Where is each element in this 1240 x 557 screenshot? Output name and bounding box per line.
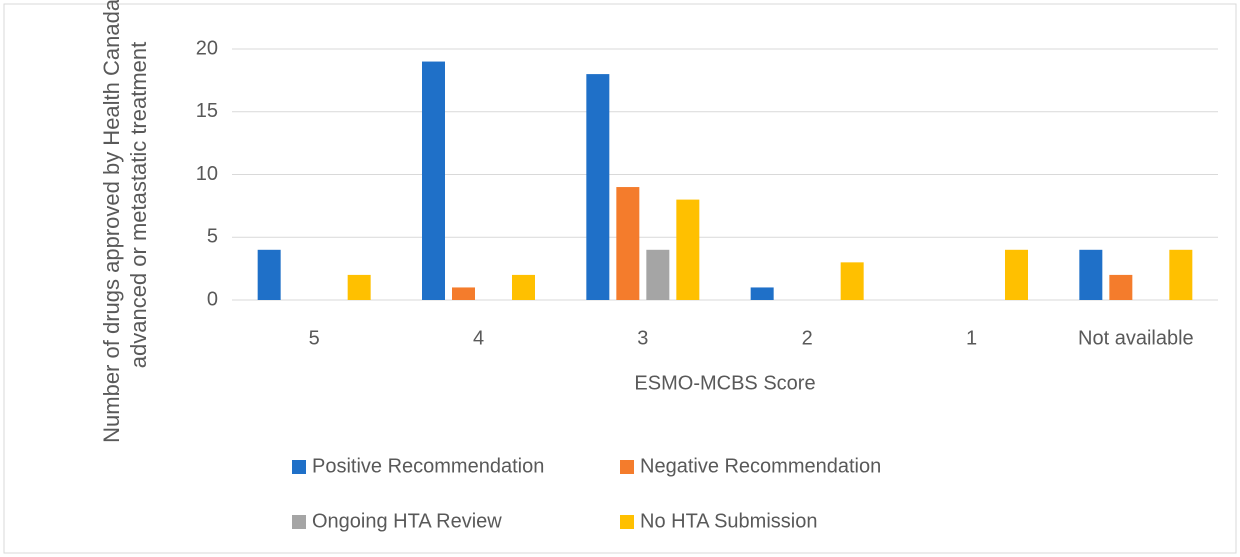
bar xyxy=(1005,249,1028,300)
x-tick-label: 2 xyxy=(802,327,813,349)
bar xyxy=(1079,249,1103,300)
legend-swatch xyxy=(620,460,634,474)
x-tick-label: 5 xyxy=(309,327,320,349)
legend-label: Negative Recommendation xyxy=(640,455,881,477)
y-tick-label: 10 xyxy=(196,163,218,185)
bar xyxy=(750,287,774,300)
bar xyxy=(616,187,640,300)
bar xyxy=(676,199,700,300)
legend-label: No HTA Submission xyxy=(640,510,817,532)
bar xyxy=(1109,274,1133,300)
y-tick-label: 15 xyxy=(196,100,218,122)
y-tick-label: 20 xyxy=(196,37,218,59)
bar xyxy=(257,249,281,300)
bar xyxy=(646,249,670,300)
legend-label: Ongoing HTA Review xyxy=(312,510,502,532)
bar xyxy=(512,274,535,300)
bar xyxy=(1169,249,1193,300)
bar xyxy=(452,287,475,300)
bar xyxy=(347,274,371,300)
legend-swatch xyxy=(292,515,306,529)
bar xyxy=(422,61,445,300)
legend-swatch xyxy=(620,515,634,529)
y-tick-label: 5 xyxy=(207,226,218,248)
legend-swatch xyxy=(292,460,306,474)
x-tick-label: 3 xyxy=(637,327,648,349)
x-tick-label: 1 xyxy=(966,327,977,349)
legend-label: Positive Recommendation xyxy=(312,455,544,477)
bar xyxy=(586,74,610,300)
y-tick-label: 0 xyxy=(207,288,218,310)
x-axis-label: ESMO-MCBS Score xyxy=(634,372,815,394)
bar xyxy=(840,262,864,300)
y-axis-label: Number of drugs approved by Health Canad… xyxy=(99,0,151,443)
x-tick-label: Not available xyxy=(1078,327,1194,349)
x-tick-label: 4 xyxy=(473,327,484,349)
